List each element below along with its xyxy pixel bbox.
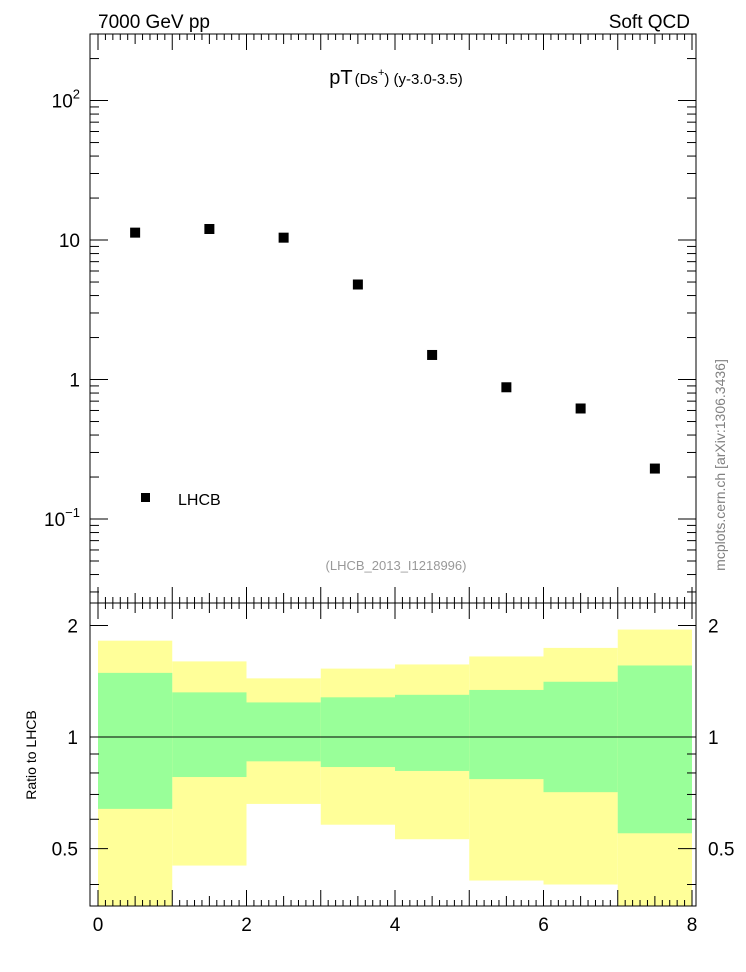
y-tick-label: 1 — [69, 371, 80, 392]
x-tick-labels: 0 2 4 6 8 — [93, 915, 698, 936]
x-tick-label: 4 — [390, 915, 401, 936]
x-tick-label: 2 — [241, 915, 252, 936]
plot-title: pT (Ds+) (y-3.0-3.5) — [329, 67, 462, 89]
legend-label: LHCB — [178, 492, 221, 509]
ratio-band-bin — [172, 692, 247, 778]
data-point — [204, 223, 215, 234]
x-tick-label: 6 — [538, 915, 549, 936]
main-plot-y-tick-labels: 102 10 1 10−1 — [44, 87, 80, 531]
data-point — [130, 227, 141, 238]
ratio-plot-ticks — [90, 603, 696, 906]
header-right: Soft QCD — [609, 12, 690, 33]
y-tick-label: 10−1 — [44, 505, 80, 531]
ratio-band-bin — [617, 665, 692, 834]
main-plot: 102 10 1 10−1 pT (Ds+) (y-3.0-3.5) LHCB (LHC… — [44, 33, 697, 604]
side-watermark-label: mcplots.cern.ch [arXiv:1306.3436] — [712, 359, 728, 571]
y-tick-label: 102 — [52, 87, 80, 113]
ratio-y-tick-label-right: 1 — [708, 728, 719, 749]
main-plot-frame — [89, 33, 697, 604]
data-points — [130, 223, 660, 474]
data-point — [575, 403, 586, 414]
ratio-band-bin — [246, 702, 321, 762]
ratio-y-axis-label: Ratio to LHCB — [23, 710, 39, 799]
header-left: 7000 GeV pp — [98, 12, 210, 33]
data-point — [427, 349, 438, 360]
analysis-label: (LHCB_2013_I1218996) — [326, 558, 467, 573]
x-tick-label: 0 — [93, 915, 104, 936]
ratio-plot: 0.5 0.5 1 1 2 2 0 2 4 6 8 Ratio to LHCB — [23, 602, 735, 936]
data-point — [649, 463, 660, 474]
ratio-band-bin — [469, 689, 544, 780]
ratio-bands — [98, 629, 692, 906]
ratio-y-tick-label-right: 0.5 — [708, 840, 734, 861]
ratio-y-tick-labels: 0.5 0.5 1 1 2 2 — [52, 616, 735, 860]
data-point — [501, 382, 512, 393]
ratio-y-tick-label: 0.5 — [52, 840, 78, 861]
ratio-band-bin — [395, 694, 470, 771]
x-tick-label: 8 — [687, 915, 698, 936]
legend-marker — [141, 493, 150, 502]
ratio-band-bin — [320, 697, 395, 768]
ratio-band-bin — [98, 672, 173, 809]
ratio-y-tick-label: 1 — [67, 728, 78, 749]
ratio-y-tick-label-right: 2 — [708, 616, 719, 637]
ratio-y-tick-label: 2 — [67, 616, 78, 637]
data-point — [278, 232, 289, 243]
y-tick-label: 10 — [59, 231, 80, 252]
main-plot-ticks — [90, 33, 696, 603]
data-point — [352, 279, 363, 290]
